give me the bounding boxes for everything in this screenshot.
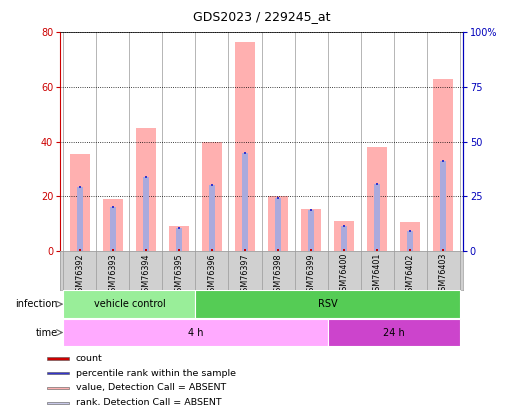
Bar — [440, 161, 446, 251]
Bar — [341, 226, 347, 251]
Bar — [47, 372, 70, 374]
Text: GSM76393: GSM76393 — [108, 253, 118, 296]
Bar — [334, 221, 354, 251]
Bar — [103, 199, 123, 251]
Bar — [143, 177, 149, 251]
Text: GSM76392: GSM76392 — [75, 253, 84, 296]
Bar — [374, 184, 380, 251]
Text: value, Detection Call = ABSENT: value, Detection Call = ABSENT — [76, 384, 226, 392]
Bar — [202, 142, 222, 251]
Text: percentile rank within the sample: percentile rank within the sample — [76, 369, 236, 378]
Text: infection: infection — [15, 299, 58, 309]
Text: rank, Detection Call = ABSENT: rank, Detection Call = ABSENT — [76, 398, 221, 405]
Bar — [268, 196, 288, 251]
Bar — [77, 187, 83, 251]
Bar — [47, 387, 70, 389]
Text: GSM76397: GSM76397 — [241, 253, 249, 296]
Text: 24 h: 24 h — [383, 328, 404, 337]
Text: GDS2023 / 229245_at: GDS2023 / 229245_at — [193, 10, 330, 23]
Bar — [301, 209, 321, 251]
Text: GSM76396: GSM76396 — [208, 253, 217, 296]
Bar — [136, 128, 156, 251]
Bar — [47, 357, 70, 360]
Text: GSM76402: GSM76402 — [405, 253, 415, 296]
Text: GSM76398: GSM76398 — [274, 253, 282, 296]
Bar — [275, 198, 281, 251]
Text: GSM76395: GSM76395 — [175, 253, 184, 296]
Bar — [407, 230, 413, 251]
Bar — [367, 147, 387, 251]
Text: GSM76394: GSM76394 — [141, 253, 151, 296]
Bar — [196, 290, 460, 318]
Bar — [242, 153, 248, 251]
Bar — [63, 319, 327, 346]
Bar — [63, 290, 196, 318]
Bar — [110, 207, 116, 251]
Text: count: count — [76, 354, 103, 363]
Bar — [327, 319, 460, 346]
Bar — [176, 228, 182, 251]
Bar — [235, 42, 255, 251]
Bar — [433, 79, 453, 251]
Text: GSM76400: GSM76400 — [339, 253, 348, 296]
Text: GSM76403: GSM76403 — [439, 253, 448, 296]
Bar — [400, 222, 420, 251]
Bar — [47, 402, 70, 404]
Text: 4 h: 4 h — [188, 328, 203, 337]
Bar — [70, 154, 90, 251]
Text: GSM76401: GSM76401 — [372, 253, 382, 296]
Bar — [209, 185, 215, 251]
Text: RSV: RSV — [317, 299, 337, 309]
Bar — [308, 210, 314, 251]
Text: vehicle control: vehicle control — [94, 299, 165, 309]
Text: time: time — [36, 328, 58, 337]
Text: GSM76399: GSM76399 — [306, 253, 315, 296]
Bar — [169, 226, 189, 251]
